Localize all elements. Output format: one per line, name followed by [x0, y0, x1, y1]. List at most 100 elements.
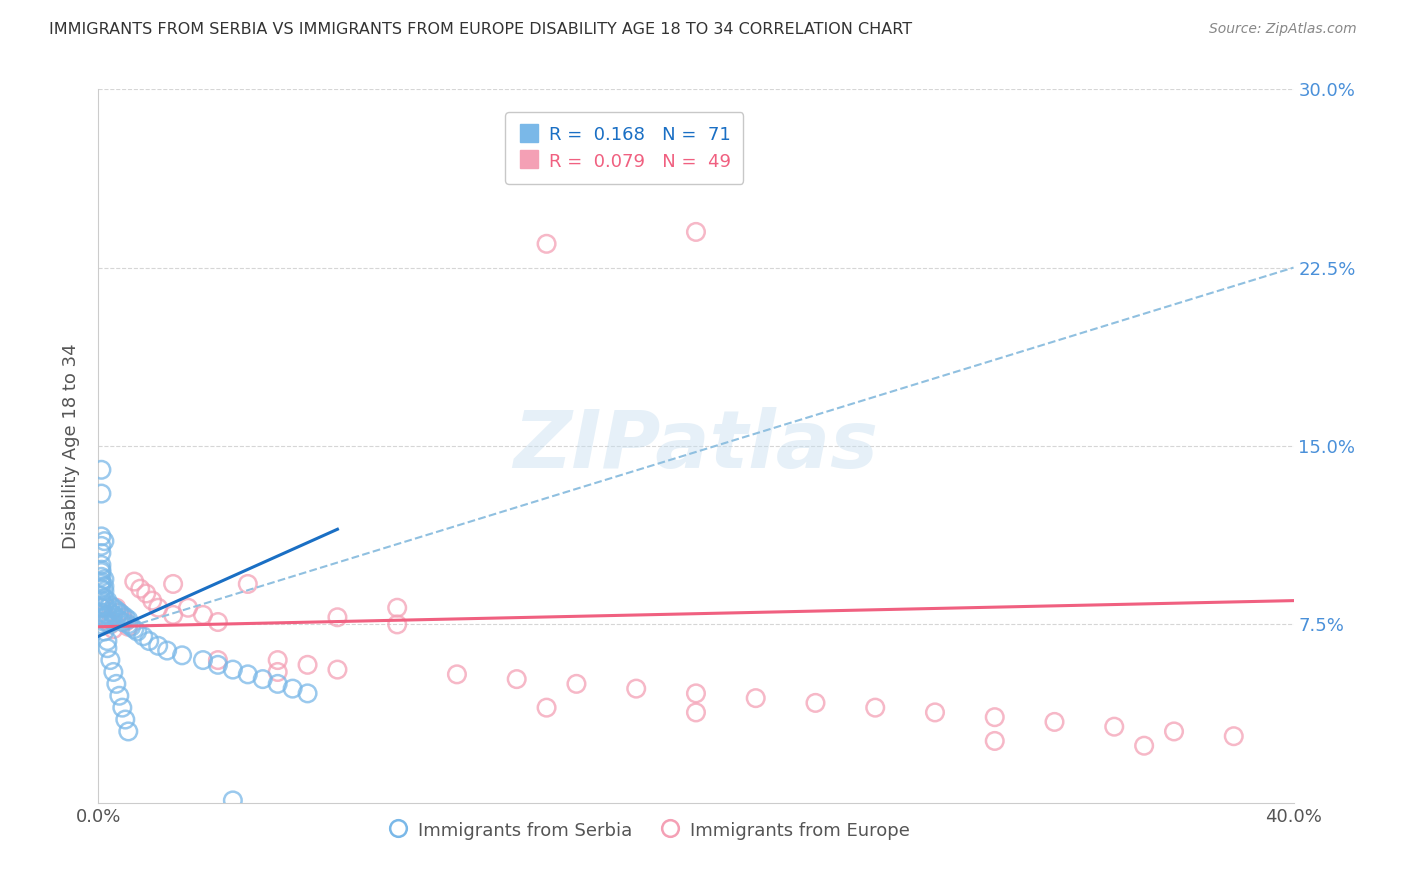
Point [191, 607, 214, 622]
Point [141, 593, 163, 607]
Point [385, 617, 409, 632]
Point [162, 607, 184, 622]
Point [90, 589, 112, 603]
Point [865, 700, 887, 714]
Point [745, 691, 768, 706]
Point [103, 600, 125, 615]
Point [267, 653, 290, 667]
Point [536, 700, 558, 714]
Point [111, 615, 134, 629]
Point [127, 624, 149, 639]
Point [90, 577, 112, 591]
Point [93, 579, 115, 593]
Point [984, 734, 1007, 748]
Point [103, 615, 125, 629]
Point [297, 686, 319, 700]
Point [252, 672, 274, 686]
Point [96, 600, 118, 615]
Point [114, 610, 136, 624]
Point [132, 629, 155, 643]
Point [565, 677, 588, 691]
Point [90, 582, 112, 596]
Point [120, 620, 142, 634]
Point [111, 700, 134, 714]
Point [96, 615, 118, 629]
Point [96, 607, 118, 622]
Point [108, 606, 131, 620]
Point [105, 600, 128, 615]
Point [90, 570, 112, 584]
Point [207, 653, 229, 667]
Point [281, 681, 304, 696]
Point [103, 622, 125, 636]
Point [98, 613, 122, 627]
Point [135, 586, 157, 600]
Point [90, 617, 112, 632]
Point [96, 634, 118, 648]
Point [172, 648, 194, 663]
Point [267, 677, 290, 691]
Point [984, 710, 1007, 724]
Point [93, 607, 115, 622]
Point [108, 613, 131, 627]
Point [111, 610, 134, 624]
Text: ZIPatlas: ZIPatlas [513, 407, 879, 485]
Point [148, 600, 170, 615]
Point [90, 606, 112, 620]
Point [98, 599, 122, 613]
Point [105, 677, 128, 691]
Point [90, 565, 112, 579]
Point [1163, 724, 1185, 739]
Point [156, 643, 179, 657]
Point [114, 713, 136, 727]
Point [191, 653, 214, 667]
Point [297, 657, 319, 672]
Point [93, 599, 115, 613]
Legend: Immigrants from Serbia, Immigrants from Europe: Immigrants from Serbia, Immigrants from … [380, 814, 917, 847]
Point [117, 724, 139, 739]
Point [93, 624, 115, 639]
Point [148, 639, 170, 653]
Point [114, 615, 136, 629]
Point [98, 653, 122, 667]
Point [93, 610, 115, 624]
Point [536, 236, 558, 251]
Point [626, 681, 648, 696]
Point [117, 620, 139, 634]
Point [326, 610, 349, 624]
Point [924, 706, 946, 720]
Point [385, 600, 409, 615]
Point [90, 563, 112, 577]
Point [98, 606, 122, 620]
Point [129, 582, 152, 596]
Point [207, 657, 229, 672]
Point [138, 634, 160, 648]
Point [804, 696, 827, 710]
Point [326, 663, 349, 677]
Point [177, 600, 200, 615]
Point [162, 577, 184, 591]
Point [685, 706, 707, 720]
Point [236, 577, 259, 591]
Point [111, 607, 134, 622]
Point [90, 574, 112, 589]
Point [207, 615, 229, 629]
Point [117, 613, 139, 627]
Point [90, 546, 112, 560]
Point [90, 539, 112, 553]
Point [93, 584, 115, 599]
Point [1223, 729, 1246, 743]
Point [685, 686, 707, 700]
Point [103, 665, 125, 679]
Point [90, 600, 112, 615]
Point [685, 225, 707, 239]
Point [108, 606, 131, 620]
Point [90, 558, 112, 572]
Point [222, 663, 245, 677]
Point [96, 613, 118, 627]
Point [222, 793, 245, 807]
Text: IMMIGRANTS FROM SERBIA VS IMMIGRANTS FROM EUROPE DISABILITY AGE 18 TO 34 CORRELA: IMMIGRANTS FROM SERBIA VS IMMIGRANTS FRO… [49, 22, 912, 37]
Point [105, 610, 128, 624]
Point [90, 593, 112, 607]
Point [103, 607, 125, 622]
